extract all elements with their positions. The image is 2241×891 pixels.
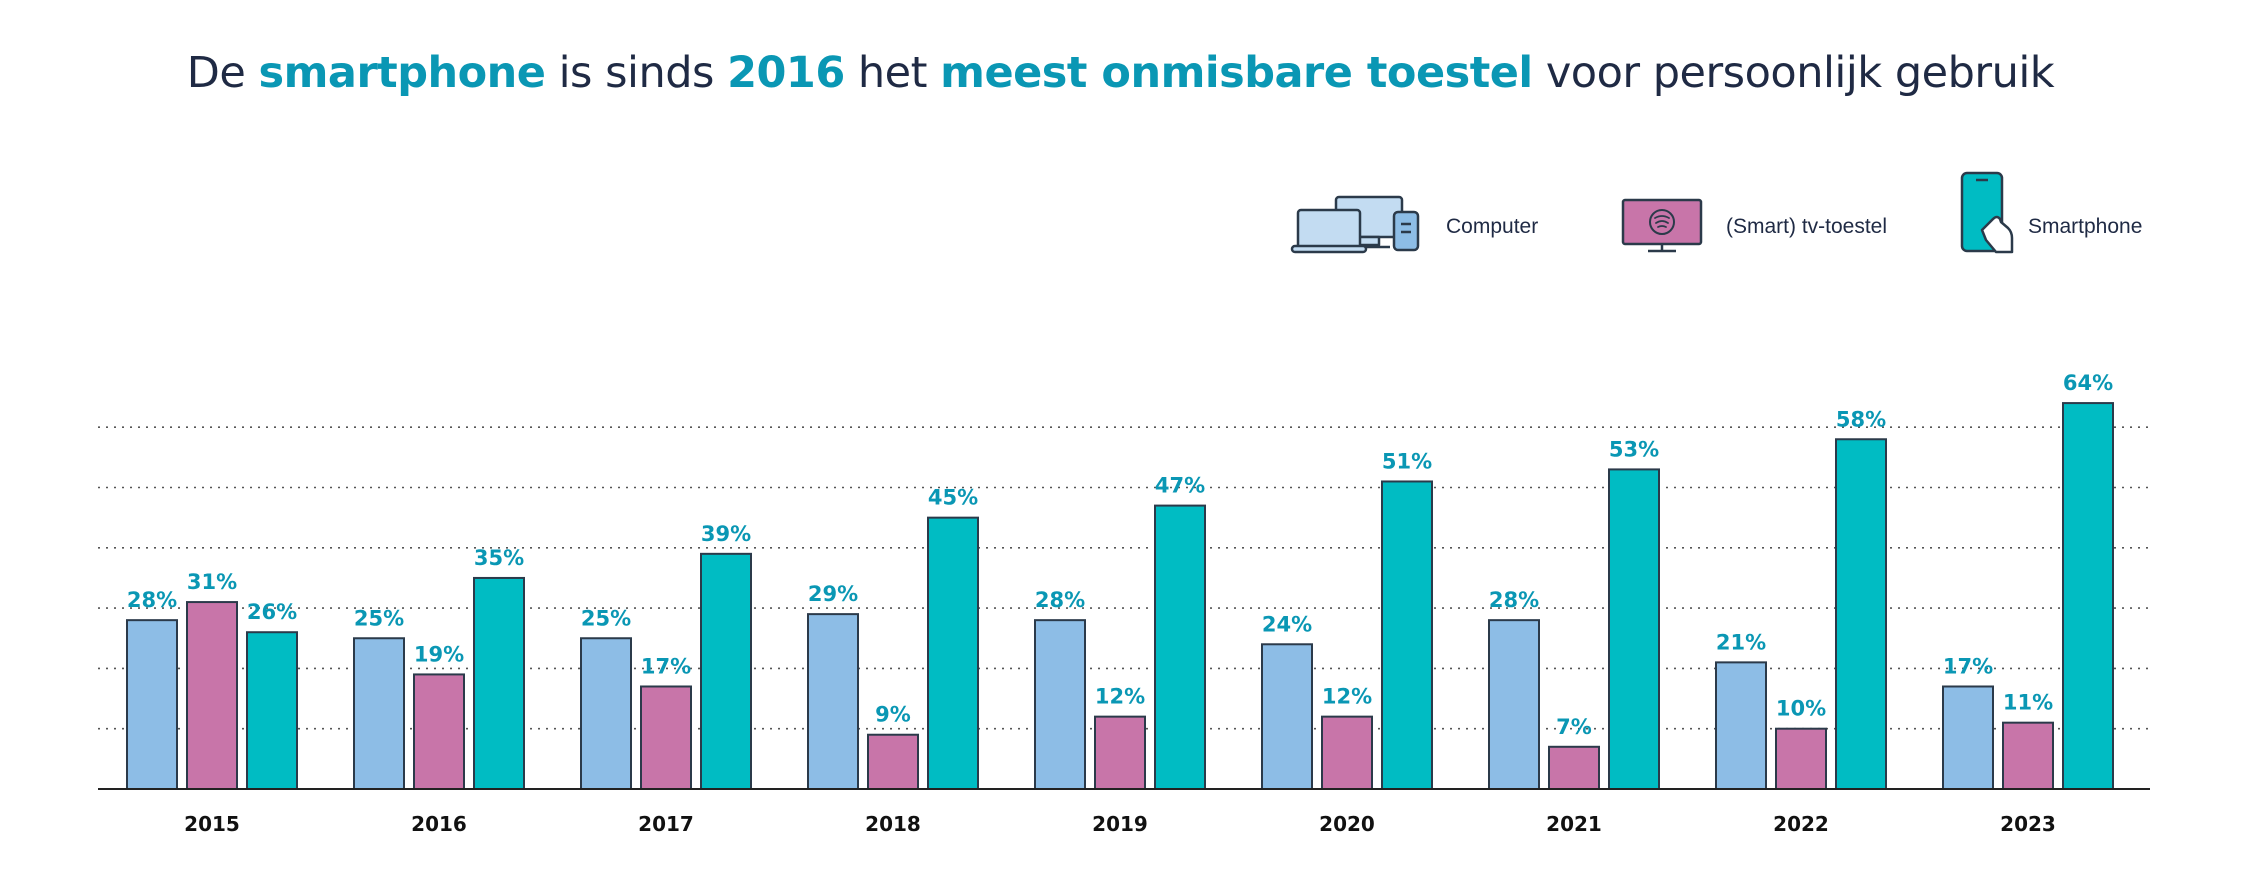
value-label-computer-2016: 25% bbox=[354, 606, 404, 630]
bar-computer-2019 bbox=[1034, 619, 1086, 790]
title-highlight-smartphone: smartphone bbox=[258, 48, 546, 98]
value-labels: 28% 31% 26% 25% 19% 35% 25% 17% 39% 29% 9% 45% 28% 12… bbox=[127, 371, 2113, 739]
title-part-2: is sinds bbox=[545, 48, 728, 98]
value-label-tv-2020: 12% bbox=[1322, 685, 1372, 709]
value-label-tv-2018: 9% bbox=[875, 703, 911, 727]
value-label-computer-2021: 28% bbox=[1489, 588, 1539, 612]
bar-tv-2020 bbox=[1321, 715, 1373, 791]
x-tick-label-2021: 2021 bbox=[1546, 812, 1602, 836]
value-label-computer-2020: 24% bbox=[1262, 612, 1312, 636]
value-label-smartphone-2020: 51% bbox=[1382, 449, 1432, 473]
bar-computer-2023 bbox=[1942, 685, 1994, 790]
bar-tv-2015 bbox=[186, 601, 238, 790]
bar-tv-2018 bbox=[867, 733, 919, 790]
legend-label-tv: (Smart) tv-toestel bbox=[1726, 215, 1887, 238]
value-label-computer-2023: 17% bbox=[1943, 654, 1993, 678]
value-label-tv-2015: 31% bbox=[187, 570, 237, 594]
value-label-tv-2021: 7% bbox=[1556, 715, 1592, 739]
bar-smartphone-2019 bbox=[1154, 504, 1206, 790]
x-tick-label-2015: 2015 bbox=[184, 812, 240, 836]
title-part-3: het bbox=[844, 48, 941, 98]
value-label-smartphone-2016: 35% bbox=[474, 546, 524, 570]
value-label-tv-2016: 19% bbox=[414, 642, 464, 666]
bar-computer-2015 bbox=[126, 619, 178, 790]
value-label-smartphone-2019: 47% bbox=[1155, 474, 1205, 498]
bar-smartphone-2015 bbox=[246, 631, 298, 790]
legend: Computer (Smart) tv-toestel Smartphone bbox=[1290, 171, 2142, 254]
bar-computer-2016 bbox=[353, 637, 405, 790]
smartphone-icon bbox=[1960, 171, 2014, 254]
value-label-tv-2023: 11% bbox=[2003, 691, 2053, 715]
x-tick-label-2017: 2017 bbox=[638, 812, 694, 836]
x-tick-label-2023: 2023 bbox=[2000, 812, 2056, 836]
value-label-computer-2017: 25% bbox=[581, 606, 631, 630]
bar-tv-2023 bbox=[2002, 721, 2054, 790]
title-highlight-year: 2016 bbox=[727, 48, 845, 98]
value-label-tv-2019: 12% bbox=[1095, 685, 1145, 709]
value-label-smartphone-2022: 58% bbox=[1836, 407, 1886, 431]
bar-smartphone-2023 bbox=[2062, 402, 2114, 790]
value-label-tv-2022: 10% bbox=[1776, 697, 1826, 721]
x-axis-labels: 2015 2016 2017 2018 2019 2020 2021 2022 2023 bbox=[184, 812, 2056, 836]
value-label-tv-2017: 17% bbox=[641, 654, 691, 678]
bar-smartphone-2021 bbox=[1608, 468, 1660, 790]
bars bbox=[126, 402, 2114, 791]
tv-icon bbox=[1621, 198, 1703, 253]
value-label-smartphone-2023: 64% bbox=[2063, 371, 2113, 395]
bar-tv-2017 bbox=[640, 685, 692, 790]
title-part-4: voor persoonlijk gebruik bbox=[1532, 48, 2055, 98]
bar-computer-2020 bbox=[1261, 643, 1313, 791]
bar-tv-2022 bbox=[1775, 727, 1827, 791]
x-tick-label-2019: 2019 bbox=[1092, 812, 1148, 836]
bar-tv-2019 bbox=[1094, 715, 1146, 791]
title-part-1: De bbox=[186, 48, 259, 98]
bar-smartphone-2016 bbox=[473, 576, 525, 791]
value-label-computer-2018: 29% bbox=[808, 582, 858, 606]
legend-label-smartphone: Smartphone bbox=[2028, 215, 2142, 238]
value-label-smartphone-2021: 53% bbox=[1609, 437, 1659, 461]
x-tick-label-2022: 2022 bbox=[1773, 812, 1829, 836]
computer-icon bbox=[1290, 195, 1420, 254]
x-tick-label-2020: 2020 bbox=[1319, 812, 1375, 836]
chart-title: De smartphone is sinds 2016 het meest on… bbox=[0, 48, 2241, 98]
bar-smartphone-2020 bbox=[1381, 480, 1433, 790]
value-label-computer-2019: 28% bbox=[1035, 588, 1085, 612]
value-label-smartphone-2015: 26% bbox=[247, 600, 297, 624]
bar-computer-2021 bbox=[1488, 619, 1540, 790]
value-label-smartphone-2017: 39% bbox=[701, 522, 751, 546]
legend-label-computer: Computer bbox=[1446, 215, 1538, 238]
bar-tv-2021 bbox=[1548, 745, 1600, 790]
value-label-computer-2015: 28% bbox=[127, 588, 177, 612]
bar-computer-2018 bbox=[807, 613, 859, 790]
x-tick-label-2018: 2018 bbox=[865, 812, 921, 836]
x-tick-label-2016: 2016 bbox=[411, 812, 467, 836]
bar-smartphone-2022 bbox=[1835, 438, 1887, 790]
value-label-smartphone-2018: 45% bbox=[928, 486, 978, 510]
bar-tv-2016 bbox=[413, 673, 465, 790]
title-highlight-device: meest onmisbare toestel bbox=[940, 48, 1533, 98]
value-label-computer-2022: 21% bbox=[1716, 630, 1766, 654]
bar-smartphone-2017 bbox=[700, 552, 752, 791]
bar-smartphone-2018 bbox=[927, 516, 979, 791]
bar-computer-2022 bbox=[1715, 661, 1767, 790]
bar-computer-2017 bbox=[580, 637, 632, 790]
